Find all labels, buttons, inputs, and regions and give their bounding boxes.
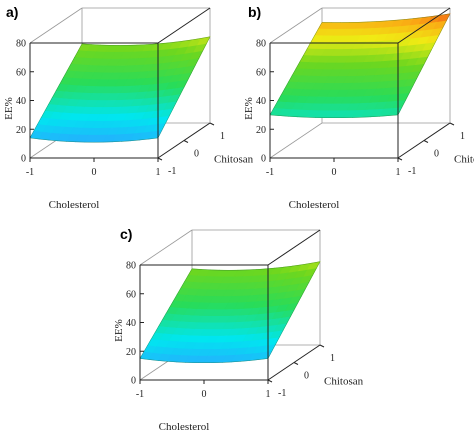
y-tick: [183, 140, 189, 143]
z-tick-label: 0: [131, 376, 136, 387]
x-tick-label: -1: [136, 389, 144, 400]
z-axis-title: EE%: [3, 97, 15, 120]
z-tick-label: 80: [126, 261, 136, 272]
y-tick: [449, 122, 455, 126]
y-tick: [209, 122, 215, 126]
box-edge-back: [139, 229, 193, 266]
box-edge-front: [267, 229, 321, 266]
x-tick-label: 0: [202, 389, 207, 400]
z-tick-label: 60: [16, 67, 26, 78]
y-tick: [397, 157, 403, 161]
panel-label-c: c): [120, 226, 133, 242]
z-tick-label: 40: [16, 96, 26, 107]
y-tick: [423, 140, 429, 143]
y-axis-title: Chitosan: [454, 154, 474, 166]
box-edge-back: [269, 7, 323, 44]
panel-label-b: b): [248, 4, 262, 20]
surface-outline: [269, 13, 451, 119]
x-axis-title: Cholesterol: [289, 199, 340, 211]
z-axis-title: EE%: [113, 319, 125, 342]
z-axis-title: EE%: [243, 97, 255, 120]
y-tick: [157, 157, 163, 161]
z-tick-label: 60: [126, 289, 136, 300]
box-edge-back: [29, 7, 83, 44]
z-tick-label: 20: [256, 125, 266, 136]
surface-outline: [29, 36, 211, 143]
z-tick-label: 20: [16, 125, 26, 136]
y-tick-label: -1: [408, 166, 416, 177]
z-tick-label: 0: [21, 154, 26, 165]
x-tick-label: -1: [266, 167, 274, 178]
z-tick-label: 0: [261, 154, 266, 165]
panel-label-a: a): [6, 4, 19, 20]
z-tick-label: 80: [256, 39, 266, 50]
y-tick: [267, 379, 273, 383]
x-tick-label: 0: [332, 167, 337, 178]
x-tick-label: 1: [266, 389, 271, 400]
z-tick-label: 40: [256, 96, 266, 107]
y-tick-label: -1: [278, 388, 286, 399]
y-tick-label: 0: [194, 149, 199, 160]
x-axis-title: Cholesterol: [159, 421, 210, 432]
z-tick-label: 60: [256, 67, 266, 78]
x-tick-label: 1: [156, 167, 161, 178]
x-tick-label: 1: [396, 167, 401, 178]
y-axis-title: Chitosan: [214, 154, 254, 166]
box-edge-front: [397, 7, 451, 44]
y-tick-label: 1: [330, 353, 335, 364]
box-edge-front: [157, 7, 211, 44]
x-tick-label: 0: [92, 167, 97, 178]
y-tick-label: 0: [434, 149, 439, 160]
y-tick: [319, 344, 325, 348]
y-tick-label: 1: [460, 131, 465, 142]
y-tick-label: -1: [168, 166, 176, 177]
y-tick: [293, 362, 299, 365]
z-tick-label: 20: [126, 347, 136, 358]
y-axis-title: Chitosan: [324, 376, 364, 388]
y-tick-label: 0: [304, 371, 309, 382]
y-tick-label: 1: [220, 131, 225, 142]
x-tick-label: -1: [26, 167, 34, 178]
z-tick-label: 80: [16, 39, 26, 50]
box-edge-back: [269, 122, 323, 159]
z-tick-label: 40: [126, 318, 136, 329]
x-axis-title: Cholesterol: [49, 199, 100, 211]
surface-outline: [139, 261, 321, 364]
